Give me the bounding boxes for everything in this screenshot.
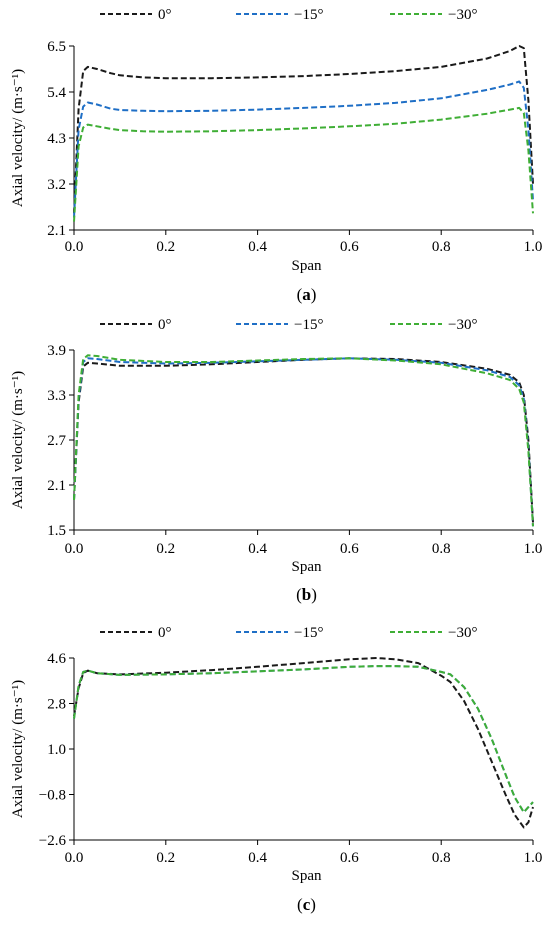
y-tick-label: 6.5 — [47, 39, 66, 55]
legend-label-2: −30° — [448, 317, 477, 333]
series-line-1 — [73, 357, 534, 527]
legend-label-2: −30° — [448, 7, 477, 23]
legend: 0° −15° −30° — [100, 625, 477, 641]
y-tick-label: −2.6 — [39, 833, 67, 849]
legend-label-0: 0° — [158, 317, 172, 333]
series-line-0 — [73, 45, 534, 214]
y-tick-label: 1.0 — [47, 742, 66, 758]
chart-panel-a: 0° −15° −30° 2.1 3.2 4.3 5.4 6.5 0.0 0.2 0.4 0.6 0.8… — [10, 7, 542, 304]
x-axis-label: Span — [292, 258, 323, 274]
panel-label: (c) — [297, 895, 316, 914]
x-tick-label: 1.0 — [524, 239, 543, 255]
legend-label-0: 0° — [158, 625, 172, 641]
legend-label-1: −15° — [294, 7, 323, 23]
chart-panel-b: 0° −15° −30° 1.5 2.1 2.7 3.3 3.9 0.0 0.2 0.4 0.6 0.8… — [10, 317, 542, 604]
y-axis-label: Axial velocity/ (m·s⁻¹) — [10, 371, 26, 509]
panel-label: (a) — [297, 285, 317, 304]
series-line-2 — [73, 106, 534, 222]
x-tick-label: 0.8 — [432, 850, 451, 866]
series-line-0 — [73, 657, 534, 829]
series-line-2 — [73, 354, 534, 527]
x-tick-label: 0.4 — [248, 541, 267, 557]
y-tick-label: 2.1 — [47, 223, 66, 239]
y-tick-label: −0.8 — [39, 788, 66, 804]
y-tick-label: 2.8 — [47, 697, 66, 713]
legend-label-0: 0° — [158, 7, 172, 23]
x-tick-label: 0.8 — [432, 541, 451, 557]
y-tick-label: 4.3 — [47, 131, 66, 147]
x-tick-label: 0.6 — [340, 239, 359, 255]
x-tick-label: 0.0 — [65, 239, 84, 255]
y-tick-label: 2.1 — [47, 478, 66, 494]
x-tick-label: 0.2 — [156, 541, 175, 557]
series-line-1 — [73, 80, 534, 218]
x-tick-label: 0.0 — [65, 850, 84, 866]
y-axis-label: Axial velocity/ (m·s⁻¹) — [10, 680, 26, 818]
x-tick-label: 1.0 — [524, 850, 543, 866]
x-tick-label: 0.6 — [340, 850, 359, 866]
chart-panel-c: 0° −15° −30° −2.6 −0.8 1.0 2.8 4.6 0.0 0.2 0.4 0.6 0… — [10, 625, 542, 914]
legend-label-2: −30° — [448, 625, 477, 641]
y-tick-label: 3.9 — [47, 343, 66, 359]
y-tick-label: 3.2 — [47, 177, 66, 193]
x-tick-label: 0.0 — [65, 541, 84, 557]
x-tick-label: 0.2 — [156, 850, 175, 866]
x-tick-label: 0.4 — [248, 239, 267, 255]
y-axis-label: Axial velocity/ (m·s⁻¹) — [10, 69, 26, 207]
x-tick-label: 0.2 — [156, 239, 175, 255]
legend: 0° −15° −30° — [100, 7, 477, 23]
legend: 0° −15° −30° — [100, 317, 477, 333]
y-tick-label: 2.7 — [47, 433, 66, 449]
x-axis-label: Span — [292, 559, 323, 575]
legend-label-1: −15° — [294, 625, 323, 641]
y-tick-label: 4.6 — [47, 651, 66, 667]
y-tick-label: 1.5 — [47, 523, 66, 539]
panel-label: (b) — [296, 585, 317, 604]
series-line-0 — [73, 357, 534, 523]
series-line-2 — [73, 665, 534, 814]
x-axis-label: Span — [292, 868, 323, 884]
x-tick-label: 0.4 — [248, 850, 267, 866]
x-tick-label: 0.8 — [432, 239, 451, 255]
y-tick-label: 5.4 — [47, 85, 66, 101]
legend-label-1: −15° — [294, 317, 323, 333]
x-tick-label: 0.6 — [340, 541, 359, 557]
x-tick-label: 1.0 — [524, 541, 543, 557]
y-tick-label: 3.3 — [47, 388, 66, 404]
